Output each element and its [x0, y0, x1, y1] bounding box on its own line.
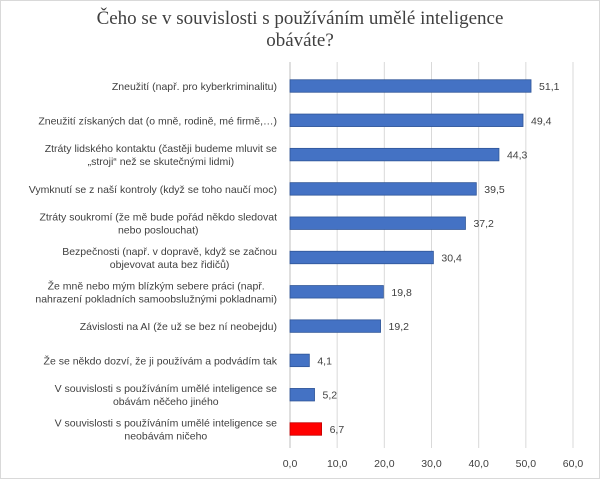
category-label: Závislosti na AI (že už se bez ní neobej… — [80, 321, 277, 333]
bar — [289, 79, 532, 93]
category-label: Že se někdo dozví, že ji používám a podv… — [44, 354, 278, 367]
x-axis-ticks: 0,0 10,0 20,0 30,0 40,0 50,0 60,0 — [283, 458, 584, 470]
data-label: 37,2 — [473, 218, 494, 230]
bar — [289, 388, 315, 402]
data-label: 6,7 — [330, 424, 345, 436]
bars — [289, 79, 532, 436]
x-tick-label: 20,0 — [374, 458, 395, 470]
category-label: Bezpečnosti (např. v dopravě, když se za… — [62, 246, 277, 271]
category-label: Ztráty lidského kontaktu (častěji budeme… — [45, 143, 277, 168]
chart-title-line-1: Čeho se v souvislosti s používáním umělé… — [96, 8, 504, 29]
x-tick-label: 30,0 — [421, 458, 442, 470]
category-label: Zneužití (např. pro kyberkriminalitu) — [112, 81, 277, 93]
category-label: Ztráty soukromí (že mě bude pořád někdo … — [39, 212, 277, 237]
bar — [289, 113, 524, 127]
category-label: Zneužití získaných dat (o mně, rodině, m… — [38, 115, 277, 127]
data-label: 44,3 — [507, 150, 528, 162]
x-tick-label: 40,0 — [468, 458, 489, 470]
category-label: V souvislosti s používáním umělé intelig… — [55, 383, 278, 408]
x-tick-label: 10,0 — [327, 458, 348, 470]
data-label: 30,4 — [441, 253, 462, 265]
data-label: 19,2 — [389, 321, 410, 333]
category-label: Že mně nebo mým blízkým sebere práci (na… — [35, 279, 277, 305]
data-label: 19,8 — [391, 287, 412, 299]
chart-title-line-2: obáváte? — [266, 30, 334, 51]
data-label: 51,1 — [539, 81, 560, 93]
bar — [289, 285, 384, 299]
bar — [289, 422, 323, 436]
bar — [289, 216, 466, 230]
bar — [289, 353, 310, 368]
x-tick-label: 60,0 — [563, 458, 584, 470]
data-label: 49,4 — [531, 115, 552, 127]
data-label: 5,2 — [323, 390, 338, 402]
x-tick-label: 0,0 — [283, 458, 298, 470]
bar — [289, 250, 434, 265]
category-label: Vymknutí se z naší kontroly (když se toh… — [29, 184, 277, 196]
data-label: 39,5 — [484, 184, 505, 196]
chart-title: Čeho se v souvislosti s používáním umělé… — [0, 8, 600, 52]
bar — [289, 319, 381, 333]
data-label: 4,1 — [317, 355, 332, 367]
bar — [289, 147, 500, 162]
bar — [289, 182, 477, 196]
category-label: V souvislosti s používáním umělé intelig… — [55, 418, 278, 443]
category-labels: Zneužití (např. pro kyberkriminalitu) Zne… — [29, 81, 278, 443]
x-tick-label: 50,0 — [516, 458, 537, 470]
value-labels: 51,1 49,4 44,3 39,5 37,2 30,4 19,8 19,2 4,1 5,2 6,… — [317, 81, 559, 436]
